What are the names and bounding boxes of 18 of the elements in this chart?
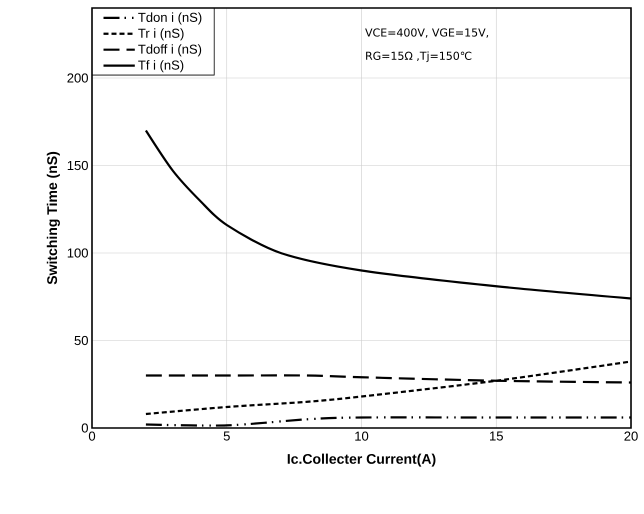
x-axis-title: Ic.Collecter Current(A) <box>288 454 436 467</box>
annotation: RG=15Ω ,Tj=150℃ <box>366 51 472 62</box>
x-tick-label: 0 <box>88 432 96 441</box>
x-tick-label: 10 <box>355 432 368 441</box>
annotation: VCE=400V, VGE=15V, <box>365 28 488 38</box>
legend-label: Tf i (nS) <box>138 60 184 72</box>
legend-label: Tdoff i (nS) <box>138 44 202 56</box>
legend-label: Tr i (nS) <box>138 28 184 40</box>
legend-label: Tdon i (nS) <box>138 12 202 25</box>
x-tick-label: 15 <box>490 432 503 441</box>
x-tick-label: 5 <box>224 432 230 441</box>
x-tick-label: 20 <box>624 432 638 441</box>
y-tick-label: 0 <box>82 423 88 433</box>
y-tick-label: 150 <box>68 160 88 170</box>
y-tick-label: 200 <box>67 73 88 83</box>
y-axis-title: Switching Time (nS) <box>46 152 60 284</box>
y-tick-label: 100 <box>68 248 88 258</box>
y-tick-label: 50 <box>74 336 88 346</box>
